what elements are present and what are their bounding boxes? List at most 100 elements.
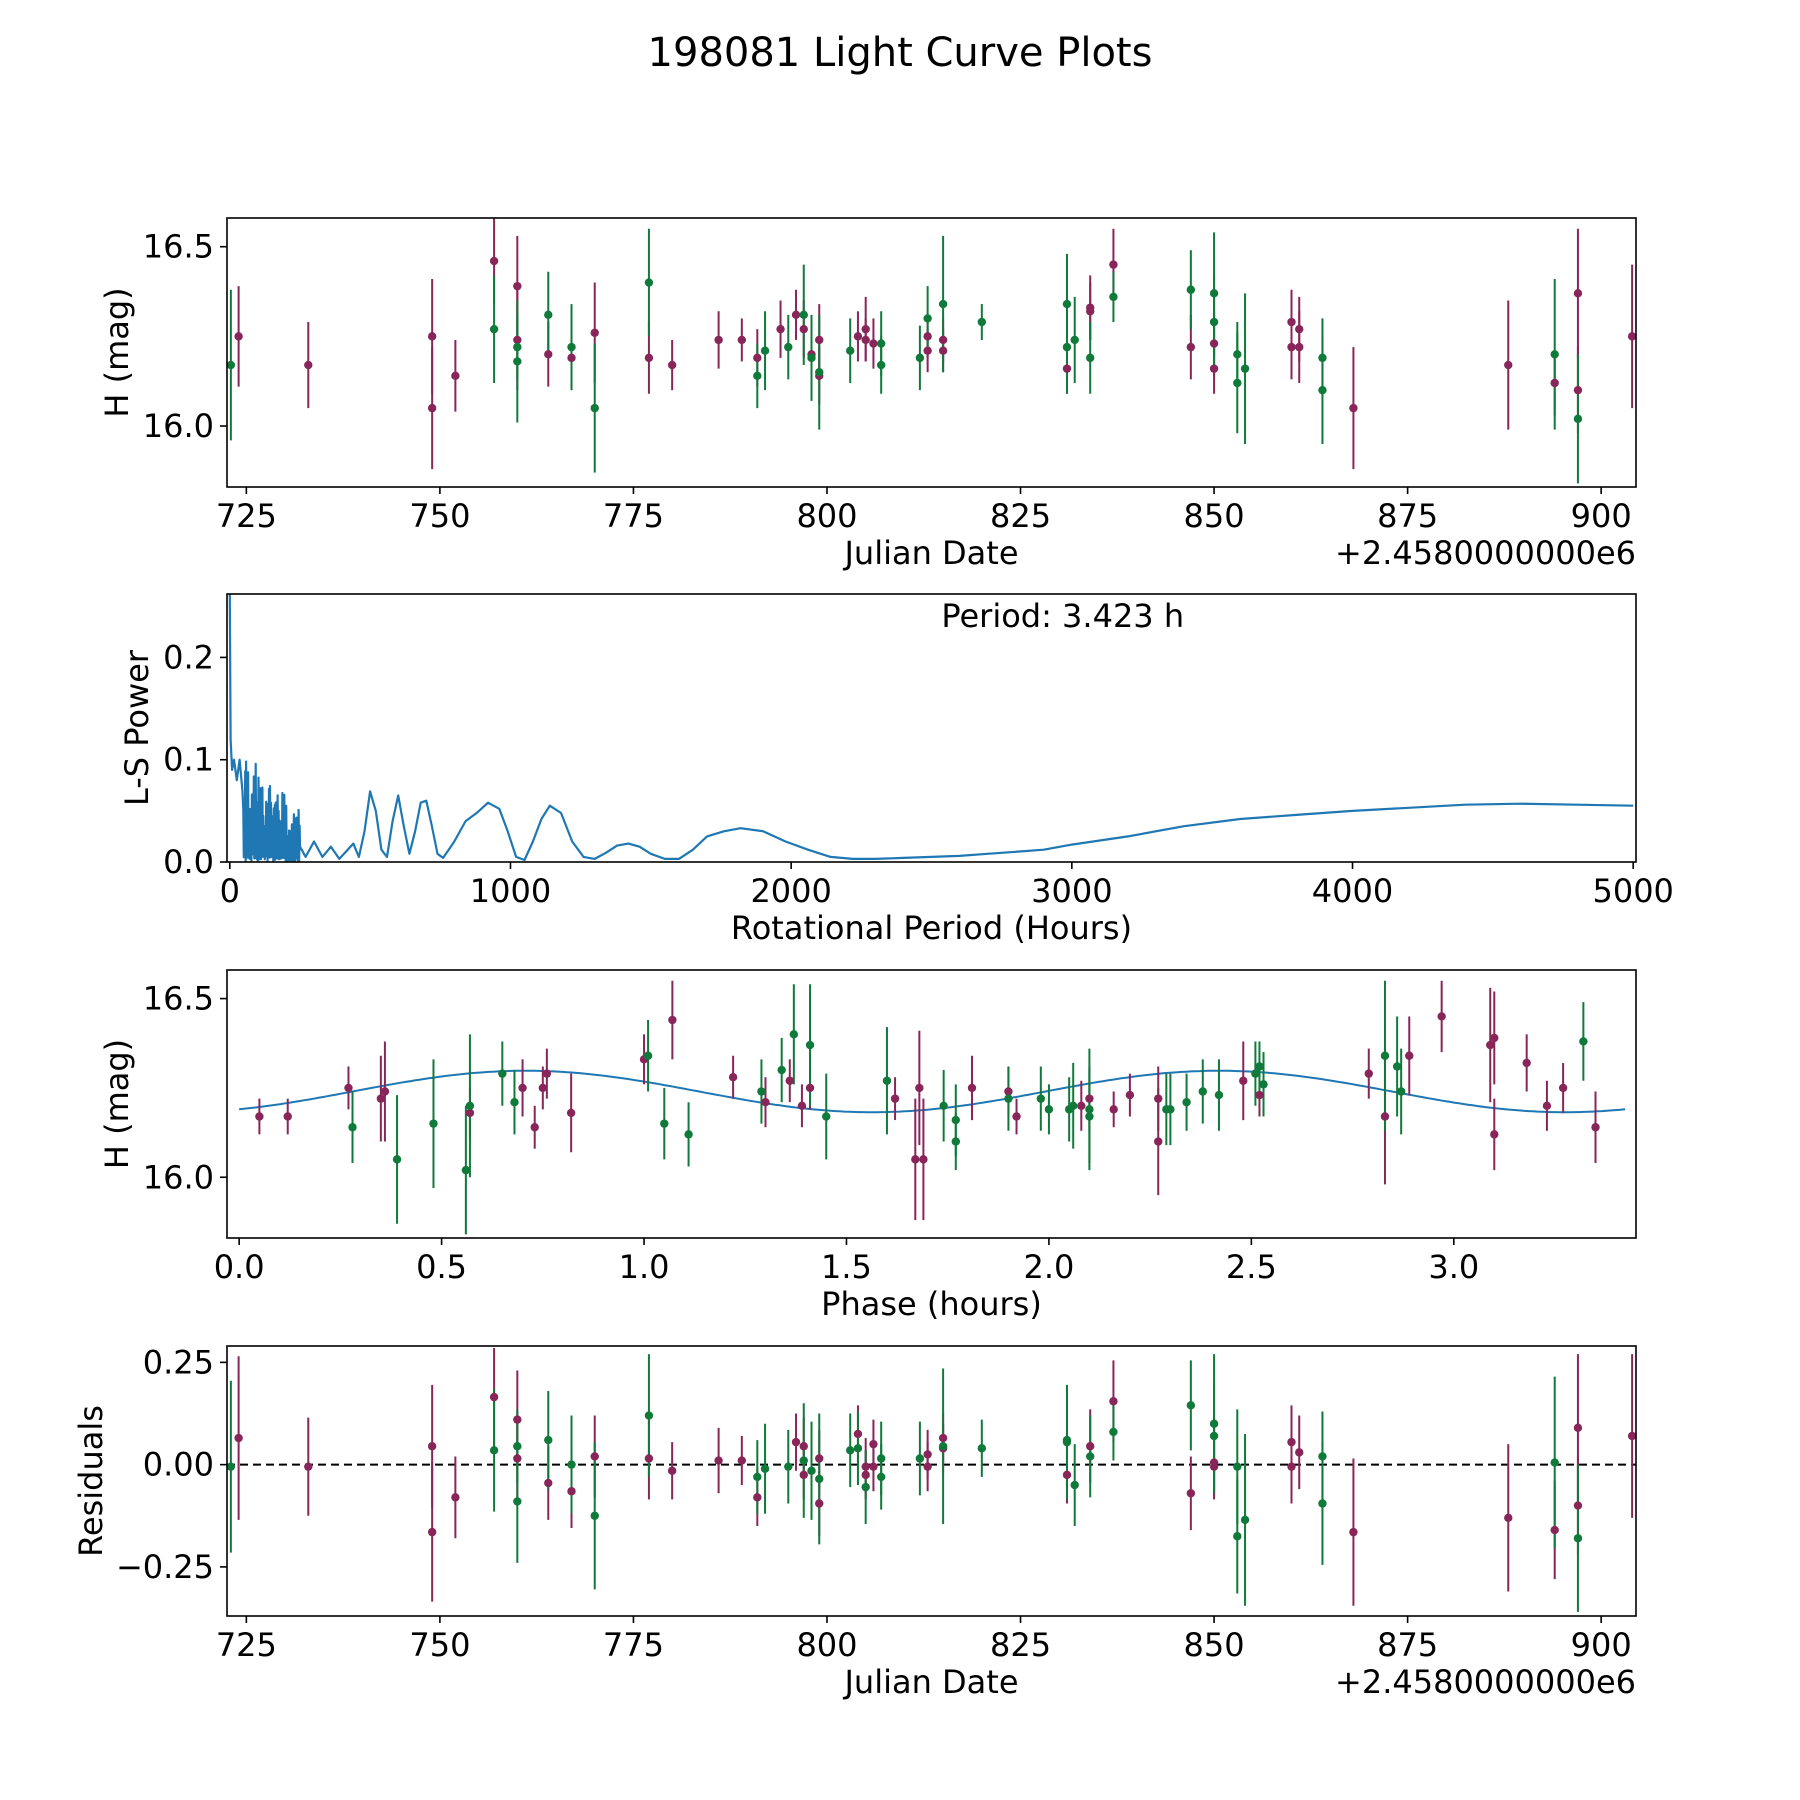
x-tick-label: 1.5 [821, 1248, 872, 1286]
residuals-panel: 725 750 775 800 825 850 875 900 −0.25 0.00 0.25 Jul… [72, 1343, 1637, 1701]
data-point-green [644, 278, 654, 287]
data-point-green [805, 1040, 815, 1050]
y-tick-label: 16.5 [143, 980, 214, 1018]
data-point-purple [1486, 1040, 1495, 1050]
data-point-green [544, 310, 553, 320]
data-point-purple [1295, 342, 1304, 352]
data-point-green [1318, 385, 1327, 395]
data-point-green [1251, 1069, 1260, 1078]
x-tick-label: 3000 [1031, 872, 1112, 910]
data-point-purple [791, 310, 801, 320]
data-point-green [1209, 1431, 1219, 1441]
data-point-purple [489, 256, 499, 266]
data-point-green [465, 1101, 475, 1110]
data-point-green [1392, 1062, 1402, 1071]
data-point-purple [1573, 1423, 1583, 1433]
y-tick-label: 16.0 [143, 407, 214, 445]
data-point-purple [791, 1437, 801, 1447]
data-point-green [1186, 1401, 1196, 1410]
data-point-green [590, 1511, 599, 1520]
data-point-purple [1364, 1069, 1373, 1078]
x-tick-label: 875 [1377, 1626, 1438, 1664]
data-point-purple [815, 1499, 824, 1508]
data-point-green [1085, 1105, 1094, 1114]
data-point-green [429, 1119, 438, 1128]
data-point-purple [785, 1076, 794, 1085]
x-tick-label: 825 [990, 497, 1051, 535]
data-point-green [822, 1112, 831, 1121]
data-point-purple [376, 1094, 386, 1103]
data-point-purple [427, 1527, 437, 1537]
y-tick-label: 0.0 [163, 843, 214, 881]
data-point-green [510, 1098, 519, 1107]
data-point-green [1240, 1515, 1250, 1525]
data-point-green [939, 1101, 948, 1110]
data-point-purple [967, 1083, 977, 1093]
data-point-purple [1062, 1470, 1072, 1480]
data-point-purple [1573, 1501, 1583, 1510]
data-point-purple [1627, 1431, 1636, 1441]
data-point-purple [1154, 1137, 1163, 1146]
model-fit-curve [239, 1069, 1626, 1114]
data-point-green [760, 1464, 770, 1473]
x-axis-offset-label: +2.4580000000e6 [1335, 1663, 1636, 1701]
data-point-purple [1295, 1448, 1304, 1457]
data-point-purple [805, 1083, 815, 1093]
data-point-purple [513, 335, 522, 345]
data-point-purple [283, 1112, 292, 1121]
data-point-purple [489, 1392, 499, 1402]
data-point-green [660, 1119, 669, 1128]
data-point-green [1085, 1112, 1094, 1121]
data-point-green [1036, 1094, 1046, 1103]
data-point-purple [1085, 1094, 1094, 1103]
data-point-purple [1405, 1051, 1414, 1060]
data-point-green [348, 1123, 357, 1132]
data-point-purple [853, 1429, 863, 1439]
data-point-purple [567, 353, 576, 363]
x-tick-label: 725 [216, 1626, 277, 1664]
y-tick-label: 0.1 [163, 741, 214, 779]
data-point-green [1109, 1427, 1118, 1437]
data-point-green [1044, 1105, 1054, 1114]
data-point-purple [1109, 1105, 1118, 1114]
data-point-purple [797, 1101, 807, 1110]
data-point-green [923, 314, 932, 323]
data-point-green [876, 1472, 886, 1482]
data-point-purple [1255, 1090, 1264, 1100]
data-point-green [1070, 1480, 1079, 1490]
data-point-purple [861, 1462, 870, 1471]
data-point-green [1255, 1062, 1264, 1071]
data-point-purple [869, 1439, 878, 1449]
data-point-purple [544, 350, 553, 359]
y-tick-label: 16.0 [143, 1158, 214, 1196]
data-point-green [513, 357, 522, 366]
data-point-purple [644, 353, 654, 363]
periodogram-panel: 0 1000 2000 3000 4000 5000 0.0 0.1 0.2 Rotational… [118, 593, 1674, 947]
data-point-purple [890, 1094, 900, 1103]
data-point-green [1396, 1087, 1406, 1096]
data-point-purple [530, 1123, 539, 1132]
data-point-purple [915, 1083, 924, 1093]
figure-title: 198081 Light Curve Plots [648, 30, 1153, 76]
data-point-green [799, 310, 808, 320]
data-point-purple [518, 1083, 527, 1093]
x-axis-label: Julian Date [842, 1663, 1018, 1701]
data-point-purple [753, 1493, 762, 1502]
data-point-purple [1209, 1462, 1219, 1471]
data-point-purple [667, 360, 677, 370]
data-point-purple [1077, 1101, 1086, 1110]
data-point-purple [544, 1478, 553, 1488]
data-point-purple [513, 281, 522, 291]
data-point-green [977, 317, 987, 327]
data-point-purple [1004, 1087, 1013, 1096]
data-point-green [977, 1444, 987, 1453]
data-point-green [1573, 1534, 1583, 1543]
data-point-green [544, 1435, 553, 1445]
period-annotation: Period: 3.423 h [941, 597, 1184, 635]
data-point-purple [1504, 360, 1513, 370]
y-axis-label: Residuals [72, 1405, 110, 1557]
data-point-purple [938, 346, 948, 355]
x-tick-label: 3.0 [1428, 1248, 1479, 1286]
y-axis-label: H (mag) [98, 287, 136, 417]
